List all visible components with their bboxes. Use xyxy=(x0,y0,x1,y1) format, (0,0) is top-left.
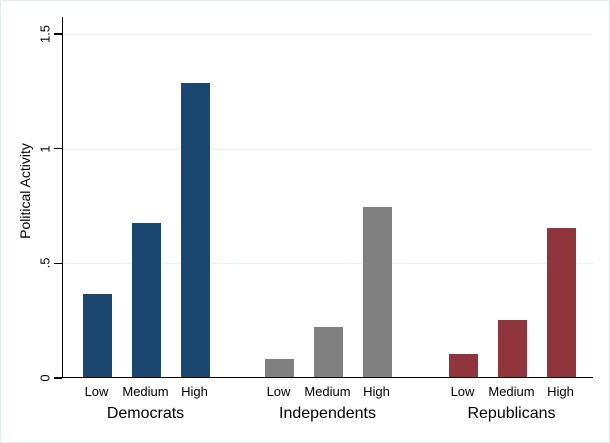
group-label-republicans: Republicans xyxy=(467,405,556,422)
gridline xyxy=(63,34,593,35)
group-label-independents: Independents xyxy=(279,405,376,422)
bar-republicans-medium xyxy=(498,319,527,377)
category-label-low: Low xyxy=(84,384,109,399)
y-axis-tick-label: 0 xyxy=(37,374,53,382)
plot-area xyxy=(62,17,593,378)
y-axis-tick xyxy=(54,147,62,150)
y-axis-tick xyxy=(54,33,62,35)
y-axis-tick xyxy=(54,377,62,379)
category-label-high: High xyxy=(363,384,390,399)
group-label-democrats: Democrats xyxy=(106,405,185,422)
y-axis-tick xyxy=(54,262,62,265)
bar-democrats-high xyxy=(181,83,210,377)
bar-democrats-medium xyxy=(132,223,161,377)
bar-democrats-low xyxy=(83,294,112,377)
category-label-low: Low xyxy=(266,384,291,399)
category-label-low: Low xyxy=(450,384,475,399)
bar-independents-medium xyxy=(314,326,343,377)
gridline xyxy=(63,148,593,150)
bar-republicans-low xyxy=(449,354,478,377)
category-label-medium: Medium xyxy=(488,384,535,399)
bar-independents-low xyxy=(265,358,294,377)
y-axis-tick-label: 1.5 xyxy=(37,24,53,44)
bar-republicans-high xyxy=(547,227,576,377)
category-label-high: High xyxy=(181,384,208,399)
bar-independents-high xyxy=(363,207,392,377)
gridline xyxy=(63,263,593,265)
y-axis-title: Political Activity xyxy=(17,143,33,239)
y-axis-tick-label: 1 xyxy=(37,145,53,153)
category-label-medium: Medium xyxy=(122,384,169,399)
category-label-medium: Medium xyxy=(304,384,351,399)
y-axis-tick-label: .5 xyxy=(37,257,53,269)
category-label-high: High xyxy=(547,384,574,399)
